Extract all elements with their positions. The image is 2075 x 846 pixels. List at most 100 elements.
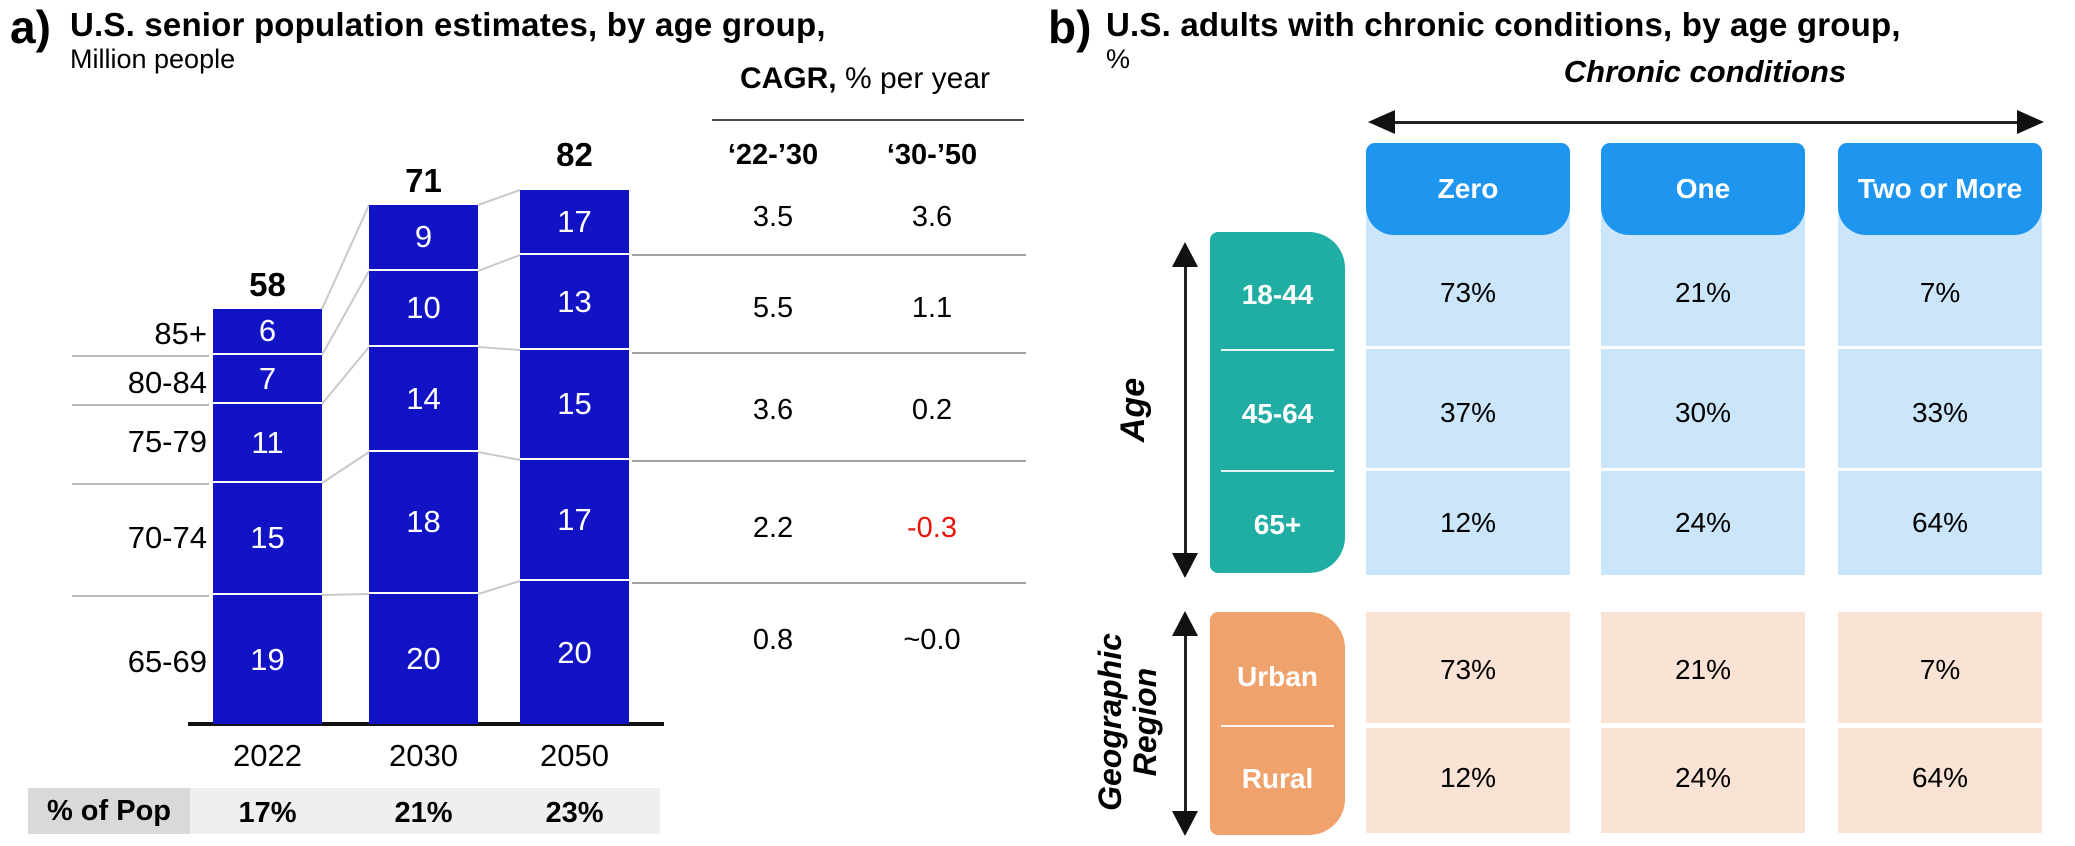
bar-segment-value: 20 [406, 641, 441, 676]
cagr-value: 1.1 [911, 292, 953, 324]
bar-segment-2030-65-69: 9 [369, 205, 478, 271]
bar-segment-2050-80-84: 17 [520, 460, 629, 581]
row-label-separator [1220, 349, 1335, 351]
age-cell-value: 24% [1674, 507, 1732, 538]
arrow-right-head-icon [2017, 110, 2044, 134]
region-rows-box: Urban Rural [1210, 612, 1345, 835]
bar-segment-2022-65-69: 6 [213, 309, 322, 355]
age-column-bg [1838, 200, 2042, 575]
row-label-separator [1220, 470, 1335, 472]
chronic-conditions-axis-title: Chronic conditions [1563, 54, 1847, 89]
bar-segment-2050-70-74: 13 [520, 255, 629, 350]
panel-a-title: U.S. senior population estimates, by age… [70, 6, 826, 43]
region-cell-bg [1838, 612, 2042, 723]
cagr-value: ~0.0 [903, 624, 961, 656]
region-cell-value: 12% [1439, 762, 1497, 793]
region-cell-value: 73% [1439, 654, 1497, 685]
age-cell-value: 7% [1919, 277, 1961, 308]
bar-segment-2050-65-69: 17 [520, 190, 629, 255]
age-row-separator [1838, 346, 2042, 349]
x-axis-tick-label: 2022 [233, 738, 302, 773]
column-header-one: One [1601, 143, 1805, 235]
age-label-separator-line [72, 595, 209, 597]
panel-b-tag: b) [1048, 1, 1092, 53]
age-row-separator [1366, 346, 1570, 349]
cagr-value: 0.2 [911, 394, 953, 426]
segment-connector-line [477, 451, 521, 461]
age-group-label: 70-74 [127, 520, 207, 555]
pct-pop-value: 23% [545, 797, 604, 829]
cagr-header-underline [712, 119, 1024, 121]
cagr-col-header-1: ‘22-’30 [727, 139, 819, 171]
age-cell-value: 30% [1674, 397, 1732, 428]
cagr-value: 2.2 [752, 512, 794, 544]
pct-pop-row-label: % of Pop [28, 788, 190, 834]
pct-pop-value: 17% [238, 797, 297, 829]
age-cell-value: 64% [1911, 507, 1969, 538]
cagr-row-separator-line [632, 254, 1026, 256]
age-group-label: 85+ [154, 316, 207, 351]
age-rows-box: 18-44 45-64 65+ [1210, 232, 1345, 573]
segment-connector-line [321, 270, 370, 356]
bar-segment-2030-75-79: 14 [369, 347, 478, 452]
age-row-separator [1838, 468, 2042, 471]
age-row-separator [1601, 346, 1805, 349]
bar-segment-2022-70-74: 7 [213, 355, 322, 404]
segment-connector-line [321, 451, 370, 484]
bar-segment-2022-75-79: 11 [213, 404, 322, 483]
region-group-axis-label: Geographic Region [1092, 633, 1163, 811]
region-cell-bg [1366, 612, 1570, 723]
age-group-label: 65-69 [127, 644, 207, 679]
segment-connector-line [477, 189, 521, 206]
segment-connector-line [477, 580, 521, 595]
region-row-label: Rural [1241, 763, 1314, 794]
region-cell-bg [1601, 728, 1805, 833]
region-cell-value: 7% [1919, 654, 1961, 685]
age-cell-value: 37% [1439, 397, 1497, 428]
age-axis-arrow [1184, 264, 1187, 556]
cagr-row-separator-line [632, 582, 1026, 584]
segment-connector-line [321, 346, 370, 405]
region-axis-arrow [1184, 634, 1187, 814]
bar-segment-2050-85+: 20 [520, 581, 629, 724]
arrow-left-head-icon [1368, 110, 1395, 134]
region-arrow-down-icon [1172, 811, 1198, 836]
x-axis-tick-label: 2030 [389, 738, 458, 773]
cagr-value: 0.8 [752, 624, 794, 656]
panel-a: a) U.S. senior population estimates, by … [10, 1, 1026, 834]
cagr-col-header-2: ‘30-’50 [886, 139, 978, 171]
bar-segment-value: 6 [258, 313, 277, 348]
bar-segment-value: 20 [557, 634, 592, 670]
panel-a-tag: a) [10, 1, 51, 53]
bar-segment-2030-85+: 20 [369, 594, 478, 724]
region-cell-bg [1838, 728, 2042, 833]
cagr-row-separator-line [632, 352, 1026, 354]
age-row-separator [1366, 468, 1570, 471]
bar-segment-value: 7 [258, 360, 277, 396]
bar-segment-value: 15 [250, 520, 285, 555]
age-label-separator-line [72, 404, 209, 406]
bar-total-label: 82 [556, 136, 593, 173]
panel-b-subtitle: % [1106, 44, 1131, 74]
age-column-bg [1366, 200, 1570, 575]
bar-total-label: 71 [405, 162, 442, 199]
age-label-separator-line [72, 355, 209, 357]
age-arrow-down-icon [1172, 553, 1198, 578]
age-group-label: 75-79 [127, 424, 207, 459]
panel-b: b) U.S. adults with chronic conditions, … [1040, 0, 2075, 846]
bar-segment-value: 18 [406, 504, 441, 539]
bar-segment-2050-75-79: 15 [520, 350, 629, 460]
bar-segment-value: 17 [557, 203, 592, 239]
pct-pop-value: 21% [394, 797, 453, 829]
cagr-value: 3.6 [911, 201, 953, 233]
bar-segment-2030-80-84: 18 [369, 452, 478, 594]
bar-segment-value: 10 [406, 290, 441, 325]
age-cell-value: 73% [1439, 277, 1497, 308]
segment-connector-line [477, 254, 521, 272]
pct-pop-band [190, 788, 660, 834]
x-axis-line [188, 722, 664, 726]
age-cell-value: 33% [1911, 397, 1969, 428]
region-cell-value: 21% [1674, 654, 1732, 685]
age-row-label: 45-64 [1241, 398, 1314, 429]
